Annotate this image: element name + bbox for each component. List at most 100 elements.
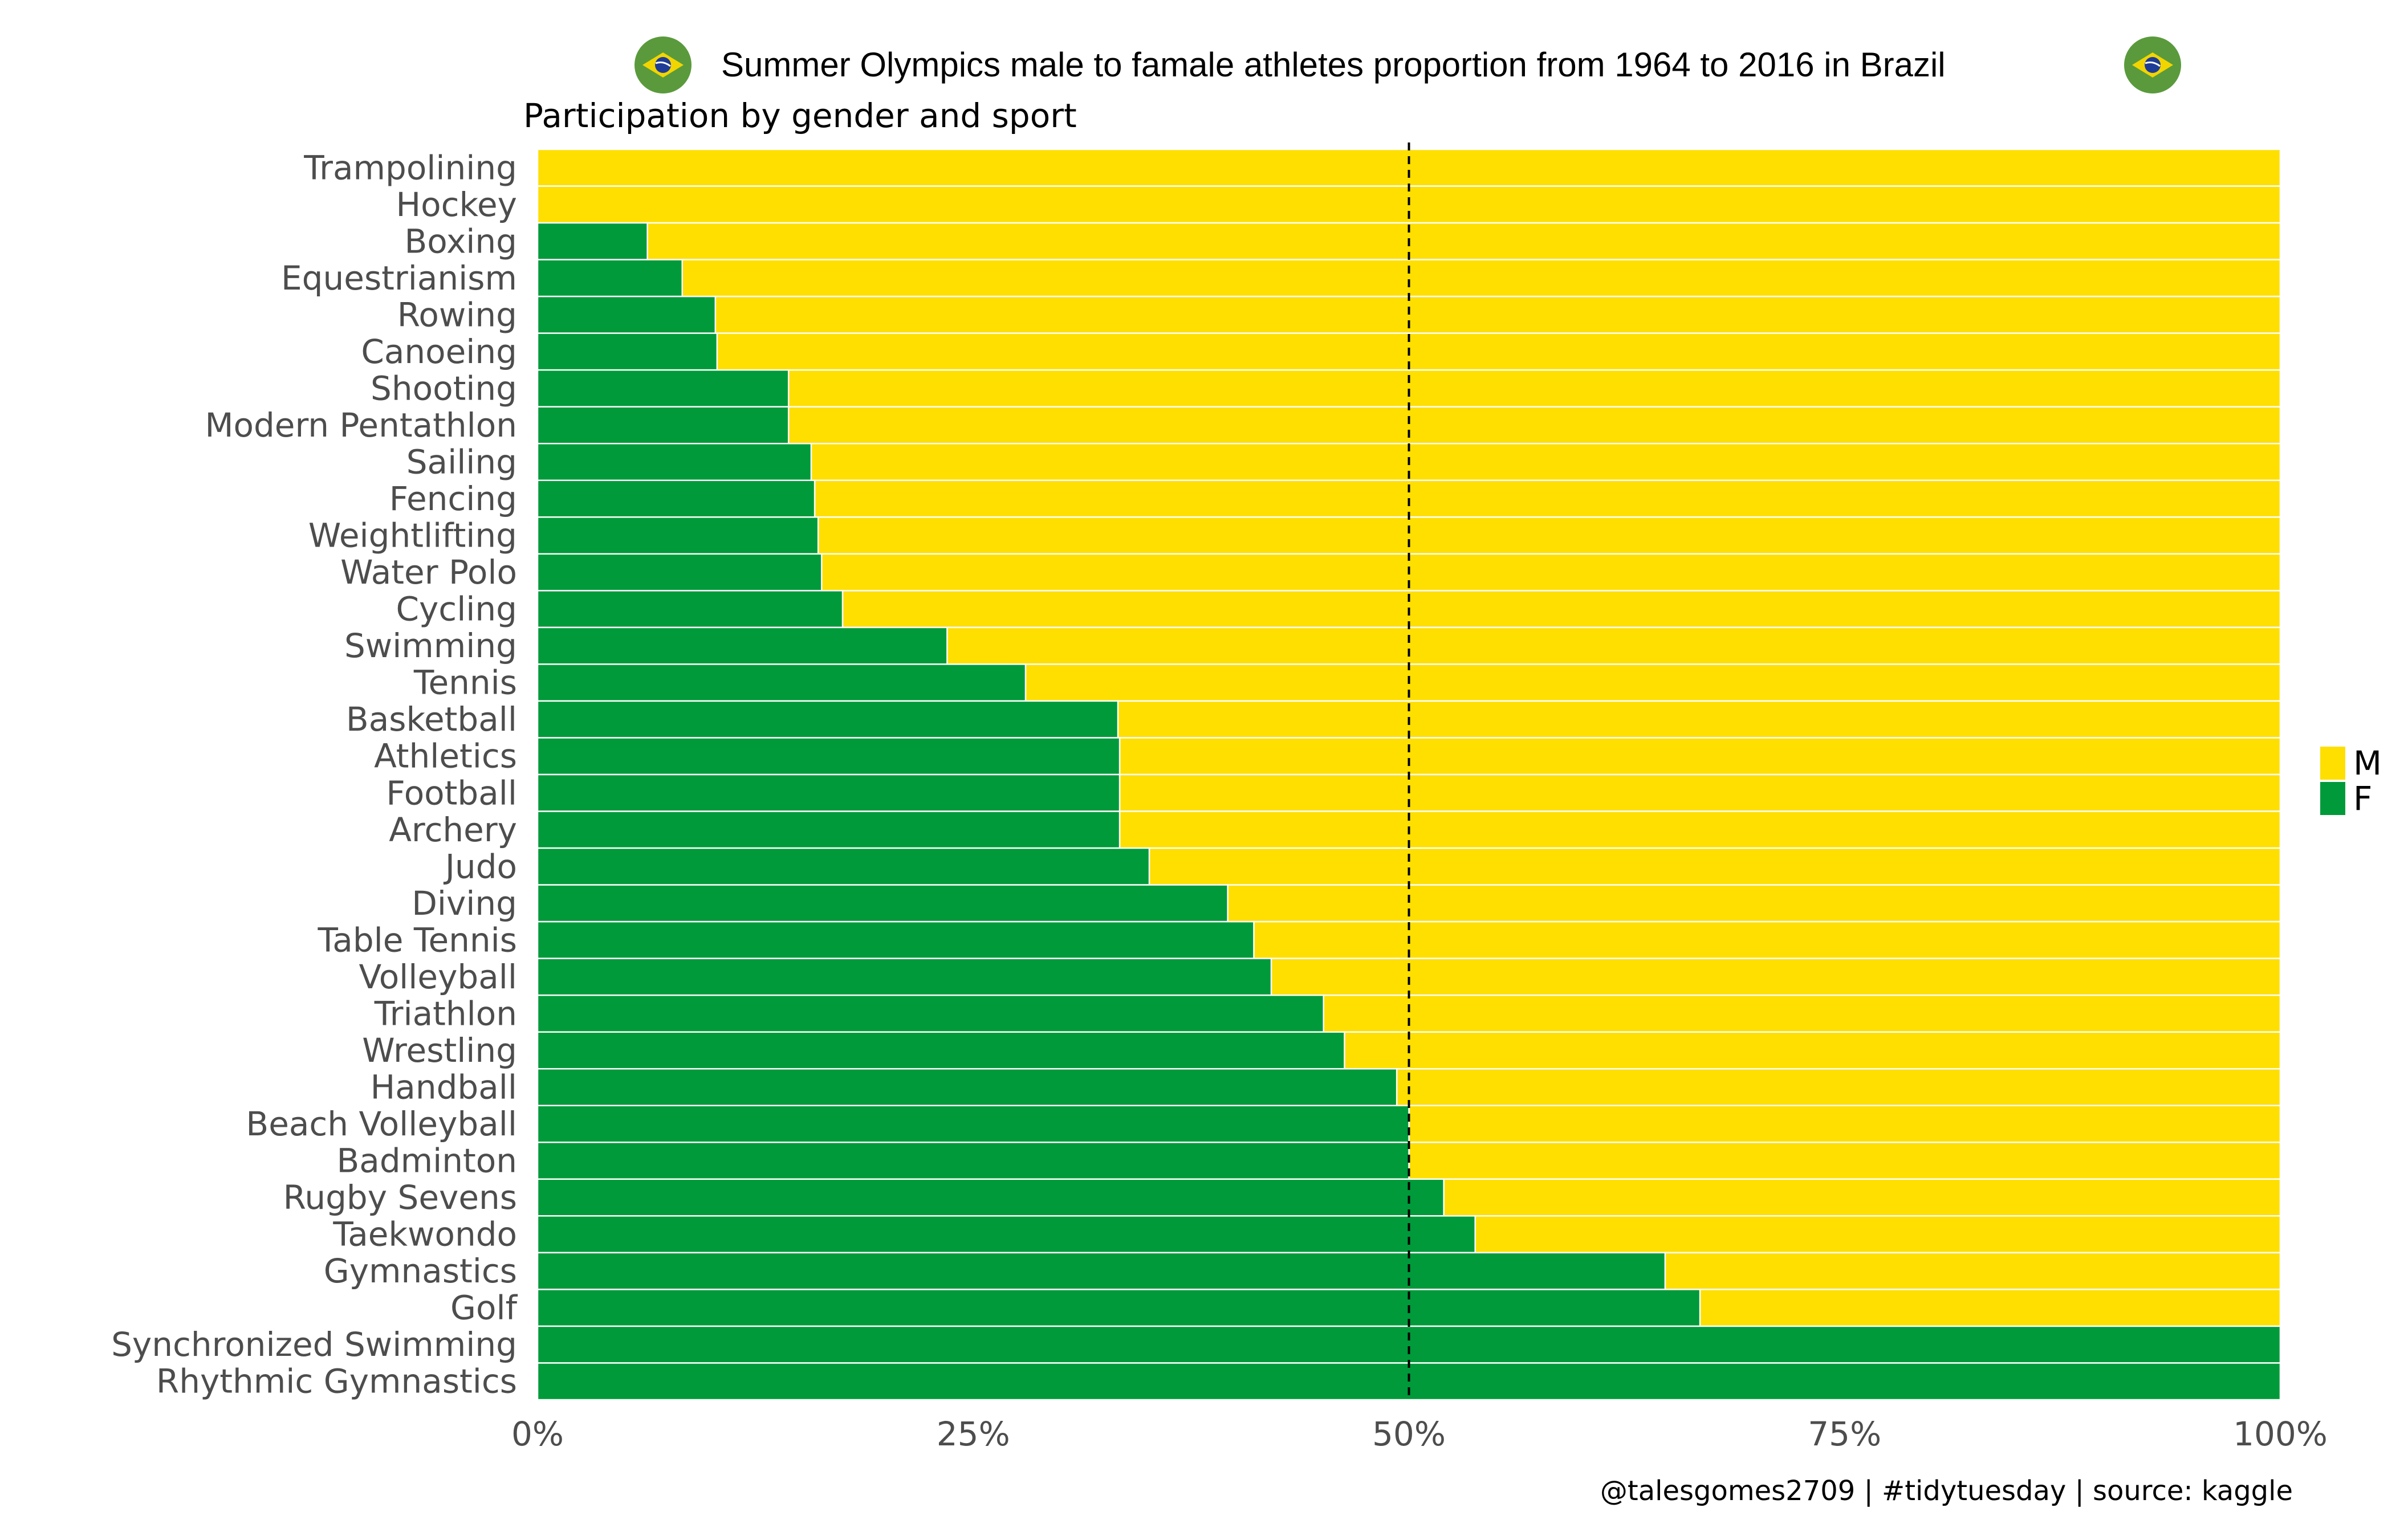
category-label-swimming: Swimming	[344, 626, 517, 665]
bar-f-modern-pentathlon	[536, 406, 790, 445]
category-label-synchronized-swimming: Synchronized Swimming	[111, 1325, 517, 1364]
category-label-triathlon: Triathlon	[374, 994, 517, 1033]
category-label-weightlifting: Weightlifting	[308, 516, 517, 555]
bar-m-archery	[1118, 810, 2281, 849]
bar-f-synchronized-swimming	[536, 1325, 2281, 1364]
x-axis-ticks: 0% 25% 50% 75% 100%	[511, 1415, 2328, 1453]
bar-f-archery	[536, 810, 1121, 849]
bar-f-wrestling	[536, 1031, 1345, 1070]
category-label-hockey: Hockey	[396, 185, 517, 224]
category-label-tennis: Tennis	[413, 663, 517, 702]
chart-title: Summer Olympics male to famale athletes …	[721, 46, 1946, 84]
bar-m-sailing	[810, 442, 2281, 482]
category-label-basketball: Basketball	[346, 700, 517, 739]
category-label-golf: Golf	[450, 1289, 518, 1327]
bar-m-boxing	[646, 222, 2281, 260]
bar-f-rugby-sevens	[536, 1178, 1445, 1217]
category-label-fencing: Fencing	[389, 479, 517, 518]
bar-m-basketball	[1117, 700, 2281, 739]
bar-f-athletics	[536, 737, 1121, 776]
category-label-judo: Judo	[444, 847, 517, 886]
bar-f-shooting	[536, 369, 790, 408]
x-tick-label: 50%	[1372, 1415, 1446, 1453]
bar-f-equestrianism	[536, 259, 683, 298]
bar-m-rowing	[714, 295, 2281, 334]
category-label-taekwondo: Taekwondo	[332, 1215, 517, 1254]
category-label-beach-volleyball: Beach Volleyball	[246, 1105, 517, 1143]
x-tick-label: 25%	[937, 1415, 1010, 1453]
bar-f-boxing	[536, 222, 648, 260]
bar-m-beach-volleyball	[1408, 1105, 2281, 1143]
category-label-table-tennis: Table Tennis	[317, 920, 517, 959]
bars-group	[536, 148, 2281, 1401]
bar-m-golf	[1699, 1289, 2281, 1327]
bar-m-modern-pentathlon	[787, 406, 2281, 445]
category-label-rhythmic-gymnastics: Rhythmic Gymnastics	[156, 1362, 517, 1401]
bar-m-wrestling	[1344, 1031, 2281, 1070]
bar-f-tennis	[536, 663, 1027, 702]
bar-f-volleyball	[536, 958, 1272, 996]
legend-label-f: F	[2353, 779, 2372, 818]
bar-f-rowing	[536, 295, 717, 334]
x-tick-label: 75%	[1808, 1415, 1881, 1453]
category-label-sailing: Sailing	[406, 443, 517, 482]
bar-f-triathlon	[536, 994, 1324, 1033]
bar-m-fencing	[813, 479, 2281, 518]
bar-f-badminton	[536, 1142, 1410, 1180]
legend-label-m: M	[2353, 744, 2382, 783]
category-label-rowing: Rowing	[397, 295, 517, 334]
category-label-diving: Diving	[412, 884, 517, 923]
bar-m-swimming	[946, 626, 2281, 665]
x-tick-label: 0%	[511, 1415, 564, 1453]
bar-f-fencing	[536, 479, 816, 518]
x-tick-label: 100%	[2233, 1415, 2328, 1453]
category-labels: TrampoliningHockeyBoxingEquestrianismRow…	[111, 148, 518, 1400]
bar-f-cycling	[536, 590, 844, 629]
bar-m-weightlifting	[817, 516, 2281, 555]
category-label-athletics: Athletics	[374, 737, 517, 776]
bar-m-rugby-sevens	[1443, 1178, 2281, 1217]
bar-m-judo	[1148, 847, 2281, 886]
chart-caption: @talesgomes2709 | #tidytuesday | source:…	[1600, 1475, 2293, 1507]
bar-m-volleyball	[1270, 958, 2281, 996]
legend: MF	[2320, 744, 2382, 818]
bar-m-athletics	[1118, 737, 2281, 776]
bar-m-football	[1118, 773, 2281, 812]
category-label-archery: Archery	[389, 810, 517, 849]
bar-m-taekwondo	[1474, 1215, 2281, 1254]
bar-f-gymnastics	[536, 1252, 1666, 1290]
bar-f-golf	[536, 1289, 1701, 1327]
category-label-water-polo: Water Polo	[340, 553, 517, 592]
bar-f-diving	[536, 884, 1229, 923]
legend-swatch-m	[2320, 747, 2345, 780]
bar-f-weightlifting	[536, 516, 819, 555]
brazil-flag-icon	[2124, 36, 2181, 93]
bar-f-sailing	[536, 442, 812, 482]
bar-m-equestrianism	[681, 259, 2281, 298]
category-label-handball: Handball	[371, 1068, 517, 1107]
bar-m-badminton	[1408, 1142, 2281, 1180]
category-label-equestrianism: Equestrianism	[281, 259, 517, 298]
category-label-canoeing: Canoeing	[361, 332, 517, 371]
bar-m-cycling	[841, 590, 2281, 629]
bar-m-water-polo	[821, 553, 2281, 592]
category-label-gymnastics: Gymnastics	[324, 1252, 517, 1290]
category-label-shooting: Shooting	[371, 369, 517, 408]
chart-subtitle: Participation by gender and sport	[523, 96, 1077, 135]
bar-m-tennis	[1024, 663, 2281, 702]
category-label-badminton: Badminton	[336, 1142, 517, 1180]
bar-f-swimming	[536, 626, 948, 665]
legend-swatch-f	[2320, 782, 2345, 815]
bar-f-table-tennis	[536, 920, 1255, 959]
brazil-flag-icon	[634, 36, 692, 93]
bar-m-gymnastics	[1664, 1252, 2281, 1290]
bar-f-water-polo	[536, 553, 823, 592]
category-label-boxing: Boxing	[404, 222, 517, 260]
category-label-trampolining: Trampolining	[303, 148, 517, 187]
category-label-modern-pentathlon: Modern Pentathlon	[205, 406, 517, 445]
bar-f-handball	[536, 1067, 1398, 1107]
bar-m-trampolining	[536, 148, 2281, 187]
category-label-rugby-sevens: Rugby Sevens	[283, 1178, 517, 1217]
category-label-wrestling: Wrestling	[362, 1031, 517, 1070]
